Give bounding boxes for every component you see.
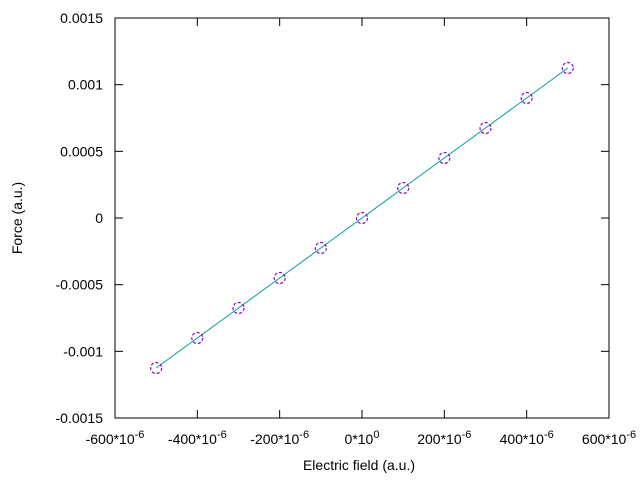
y-tick-label: 0.0005 bbox=[60, 143, 103, 159]
x-tick-label-base: 0*10 bbox=[345, 431, 374, 447]
x-tick-label-base: 600*10 bbox=[582, 431, 627, 447]
x-tick-label-base: 400*10 bbox=[500, 431, 545, 447]
x-tick-label-exponent: -6 bbox=[626, 429, 636, 441]
y-tick-label: -0.001 bbox=[63, 343, 103, 359]
y-tick-label: 0 bbox=[95, 210, 103, 226]
x-tick-label-exponent: -6 bbox=[135, 429, 145, 441]
x-tick-label-base: -400*10 bbox=[168, 431, 217, 447]
data-point bbox=[561, 61, 574, 75]
data-line bbox=[155, 67, 569, 369]
data-point bbox=[273, 271, 286, 285]
data-point bbox=[397, 181, 410, 195]
x-axis-label: Electric field (a.u.) bbox=[303, 457, 415, 473]
data-point bbox=[520, 91, 533, 105]
x-tick-label-base: 200*10 bbox=[417, 431, 462, 447]
data-point bbox=[438, 151, 451, 165]
y-tick-label: 0.001 bbox=[68, 77, 103, 93]
data-point bbox=[314, 241, 327, 255]
x-tick-label-exponent: 0 bbox=[373, 429, 379, 441]
data-point bbox=[355, 211, 369, 225]
x-tick-label-exponent: -6 bbox=[217, 429, 227, 441]
y-tick-label: -0.0015 bbox=[56, 410, 104, 426]
x-tick-label: -400*10-6 bbox=[168, 429, 227, 447]
y-tick-label: -0.0005 bbox=[56, 277, 104, 293]
x-tick-label-exponent: -6 bbox=[299, 429, 309, 441]
x-tick-label: -200*10-6 bbox=[250, 429, 309, 447]
x-tick-label-exponent: -6 bbox=[544, 429, 554, 441]
x-tick-label: 0*100 bbox=[345, 429, 380, 447]
x-tick-label-base: -600*10 bbox=[86, 431, 135, 447]
x-tick-label: 600*10-6 bbox=[582, 429, 636, 447]
x-tick-label: 200*10-6 bbox=[417, 429, 471, 447]
x-tick-label: -600*10-6 bbox=[86, 429, 145, 447]
data-point bbox=[232, 301, 245, 315]
y-tick-label: 0.0015 bbox=[60, 10, 103, 26]
y-axis-label: Force (a.u.) bbox=[9, 182, 25, 254]
x-tick-label: 400*10-6 bbox=[500, 429, 554, 447]
data-point bbox=[191, 331, 204, 345]
x-tick-label-exponent: -6 bbox=[462, 429, 472, 441]
data-point bbox=[150, 361, 163, 375]
x-tick-label-base: -200*10 bbox=[250, 431, 299, 447]
data-point bbox=[479, 121, 492, 135]
